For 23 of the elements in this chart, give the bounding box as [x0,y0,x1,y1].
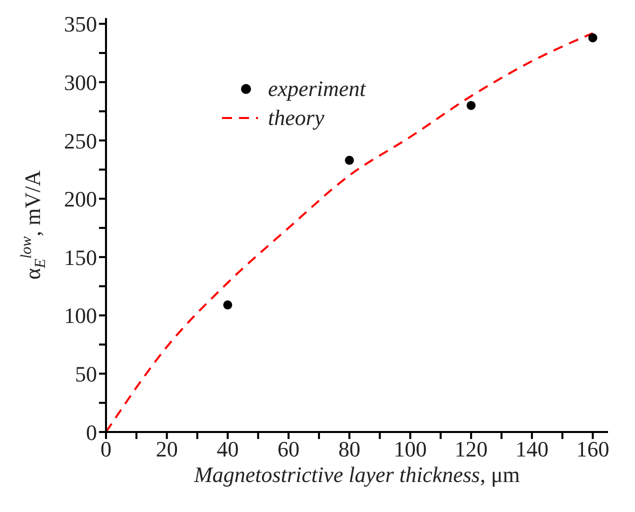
y-tick-label: 250 [64,128,97,154]
x-tick-label: 80 [338,436,360,462]
x-tick-label: 140 [515,436,548,462]
legend-label: theory [268,104,324,132]
x-tick-label: 60 [278,436,300,462]
y-tick-label: 200 [64,186,97,212]
point [466,100,476,110]
y-tick-label: 50 [75,362,97,386]
y-tick-label: 300 [64,70,97,95]
legend-label: experiment [268,75,366,103]
point [223,300,232,310]
y-tick-label: 150 [64,244,97,270]
point [588,33,598,42]
y-tick-label: 100 [64,303,97,328]
x-tick-label: 120 [454,436,488,462]
point [344,156,354,165]
x-tick-label: 160 [576,436,610,462]
x-tick-label: 40 [216,436,239,462]
x-axis-title: Magnetostrictive layer thickness, μm [193,462,520,487]
y-tick-label: 350 [64,12,97,37]
x-tick-label: 20 [156,436,178,462]
x-tick-label: 100 [394,436,427,462]
y-tick-label: 0 [86,420,97,445]
